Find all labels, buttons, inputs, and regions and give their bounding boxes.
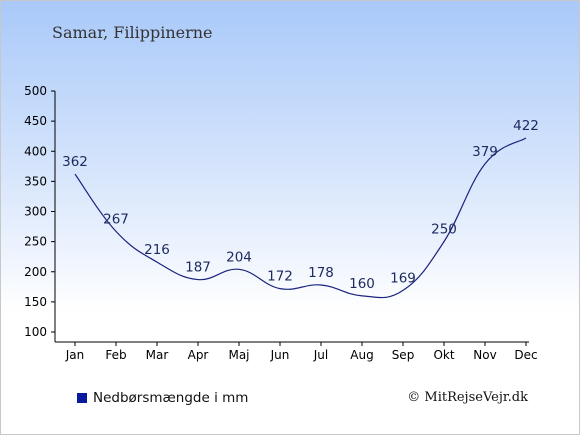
legend-swatch xyxy=(77,393,87,403)
x-tick-label: Okt xyxy=(433,348,454,362)
data-label: 160 xyxy=(349,276,375,292)
data-label: 362 xyxy=(62,154,88,170)
x-axis-ticks: Jan Feb Mar Apr Maj Jun Jul Aug Sep Okt Nov Dec xyxy=(65,342,538,362)
x-tick-label: Nov xyxy=(473,348,496,362)
copyright-text: © MitRejseVejr.dk xyxy=(407,390,528,405)
y-tick-label: 250 xyxy=(24,235,47,249)
legend-label: Nedbørsmængde i mm xyxy=(93,390,249,406)
data-label: 422 xyxy=(513,118,539,134)
data-label: 178 xyxy=(308,265,334,281)
x-tick-label: Jun xyxy=(270,348,290,362)
data-label: 169 xyxy=(390,270,416,286)
x-tick-label: Dec xyxy=(514,348,537,362)
y-tick-label: 450 xyxy=(24,114,47,128)
data-label: 187 xyxy=(185,260,211,276)
x-tick-label: Sep xyxy=(392,348,415,362)
y-tick-label: 150 xyxy=(24,295,47,309)
x-tick-label: Jan xyxy=(65,348,85,362)
axes xyxy=(54,91,529,343)
y-tick-label: 200 xyxy=(24,265,47,279)
y-tick-label: 350 xyxy=(24,174,47,188)
y-tick-label: 400 xyxy=(24,144,47,158)
y-tick-label: 300 xyxy=(24,205,47,219)
data-label: 379 xyxy=(472,144,498,160)
data-label: 204 xyxy=(226,249,252,265)
y-axis-ticks: 100 150 200 250 300 350 400 450 500 xyxy=(24,84,55,339)
series-line-nedbor xyxy=(74,137,527,299)
data-label: 250 xyxy=(431,222,457,238)
legend: Nedbørsmængde i mm xyxy=(77,390,248,406)
data-label: 216 xyxy=(144,242,170,258)
x-tick-label: Apr xyxy=(188,348,209,362)
x-tick-label: Feb xyxy=(105,348,126,362)
chart-title: Samar, Filippinerne xyxy=(52,23,213,42)
y-tick-label: 100 xyxy=(24,325,47,339)
data-labels: 362 267 216 187 204 172 178 160 169 250 379 422 xyxy=(62,118,539,292)
x-tick-label: Maj xyxy=(228,348,249,362)
data-label: 267 xyxy=(103,211,129,227)
x-tick-label: Aug xyxy=(350,348,373,362)
data-label: 172 xyxy=(267,269,293,285)
y-tick-label: 500 xyxy=(24,84,47,98)
x-tick-label: Jul xyxy=(313,348,328,362)
x-tick-label: Mar xyxy=(146,348,169,362)
